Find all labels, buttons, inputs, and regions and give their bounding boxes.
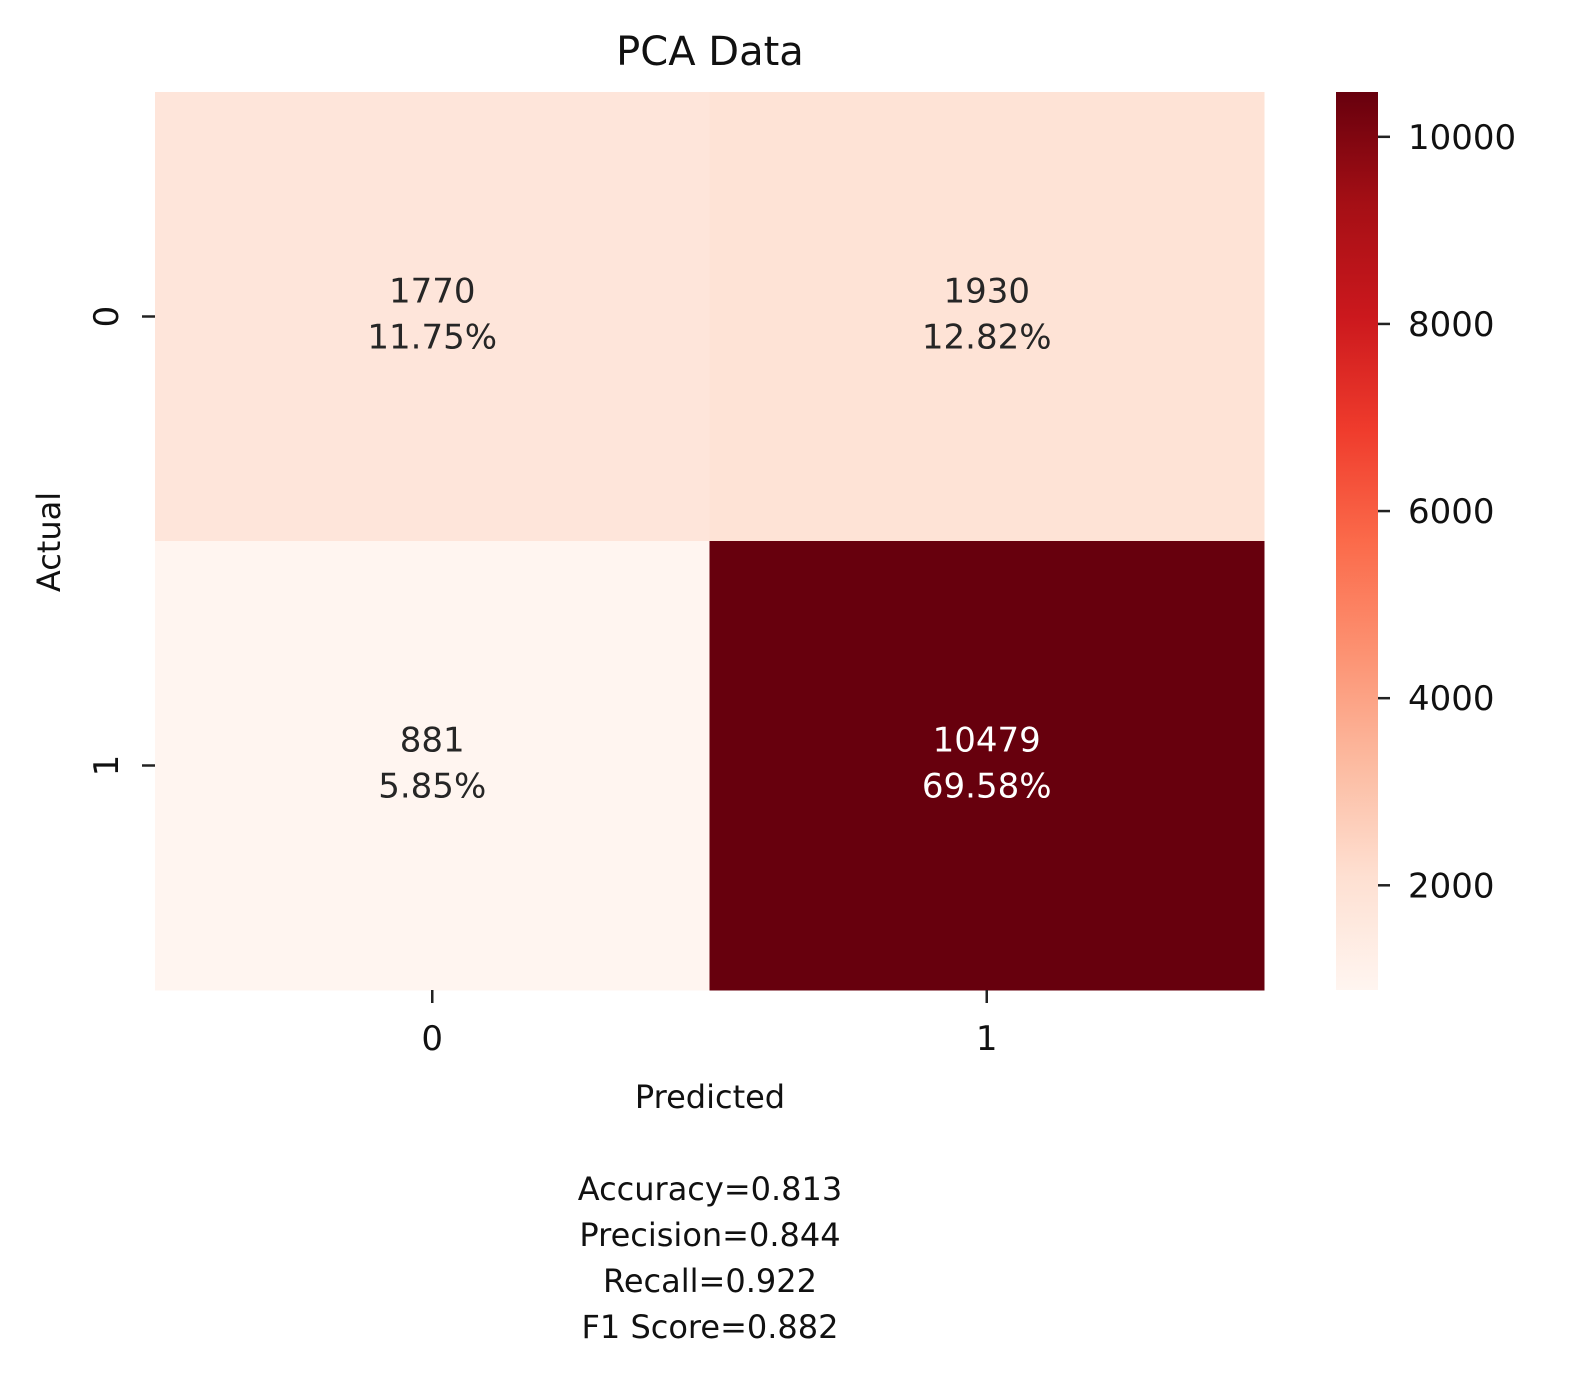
heatmap-cell-1-0 <box>155 541 710 991</box>
cell-percent-label: 5.85% <box>378 767 486 807</box>
y-tick-label: 1 <box>87 755 127 777</box>
heatmap-cell-0-1 <box>709 92 1265 542</box>
cell-count-label: 10479 <box>933 721 1041 761</box>
colorbar-tick-label: 6000 <box>1408 492 1495 532</box>
y-tick-label: 0 <box>87 306 127 328</box>
cell-percent-label: 69.58% <box>922 767 1052 807</box>
colorbar-tick-label: 8000 <box>1408 305 1495 345</box>
cell-count-label: 881 <box>400 721 465 761</box>
heatmap-cell-1-1 <box>709 541 1265 991</box>
x-tick-label: 1 <box>976 1019 998 1059</box>
cell-count-label: 1930 <box>943 272 1030 312</box>
colorbar-tick-label: 10000 <box>1408 118 1516 158</box>
cell-percent-label: 12.82% <box>922 318 1052 358</box>
y-axis-label: Actual <box>30 492 68 592</box>
metric-accuracy: Accuracy=0.813 <box>578 1170 843 1208</box>
metrics-block: Accuracy=0.813 Precision=0.844 Recall=0.… <box>578 1170 843 1346</box>
metric-recall: Recall=0.922 <box>603 1262 817 1300</box>
heatmap-cells: 1770 11.75% 1930 12.82% 881 5.85% 10479 69.58% <box>155 92 1265 991</box>
x-tick-label: 0 <box>421 1019 443 1059</box>
colorbar-gradient <box>1336 92 1378 990</box>
heatmap-cell-0-0 <box>155 92 710 542</box>
colorbar-tick-label: 2000 <box>1408 866 1495 906</box>
cell-count-label: 1770 <box>389 272 476 312</box>
chart-title: PCA Data <box>616 29 804 75</box>
metric-precision: Precision=0.844 <box>579 1216 840 1254</box>
cell-percent-label: 11.75% <box>367 318 497 358</box>
y-axis-ticks: 01 <box>87 306 155 777</box>
colorbar: 2000 4000 6000 8000 10000 <box>1336 92 1516 990</box>
x-axis-label: Predicted <box>635 1078 785 1116</box>
colorbar-tick-label: 4000 <box>1408 679 1495 719</box>
metric-f1-score: F1 Score=0.882 <box>582 1308 839 1346</box>
